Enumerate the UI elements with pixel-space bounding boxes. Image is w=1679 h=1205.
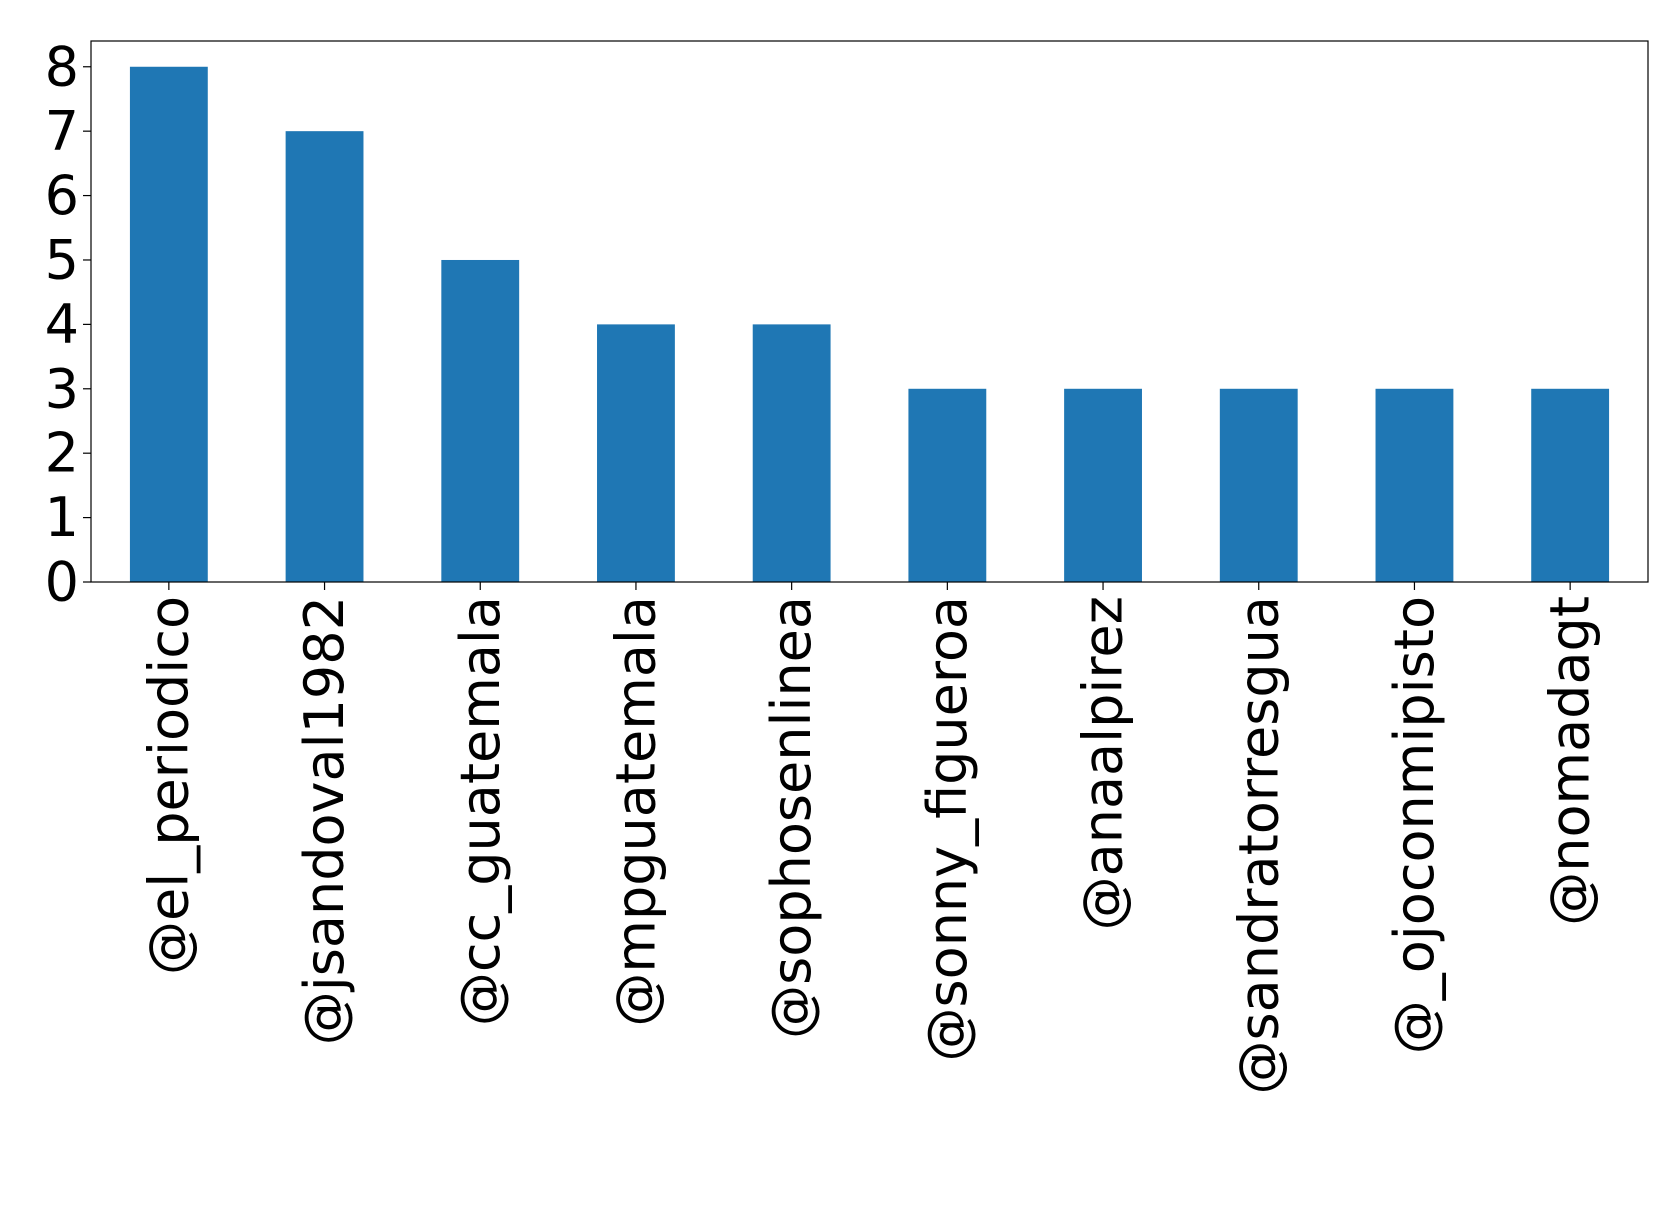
x-tick-label: @cc_guatemala [449,596,512,1026]
bar [1531,388,1610,582]
x-tick-label: @sophosenlinea [760,596,823,1039]
plot-frame [90,40,1649,583]
x-tick-label: @_ojoconmipisto [1383,596,1446,1054]
bar [285,131,364,582]
x-tick-label: @anaalpirez [1072,596,1135,930]
bar [129,66,208,582]
bar [1375,388,1454,582]
y-tick-label: 3 [45,357,79,420]
y-tick-label: 5 [45,228,79,291]
y-tick-label: 7 [45,100,79,163]
bar [1064,388,1142,582]
x-tick-label: @sandratorresgua [1227,596,1290,1094]
x-tick-label: @sonny_figueroa [916,596,979,1061]
y-tick-label: 8 [45,35,79,98]
y-tick-label: 1 [45,486,79,549]
bar [752,324,831,582]
bar [597,324,675,582]
y-tick-label: 6 [45,164,79,227]
y-tick-label: 0 [45,551,79,614]
x-tick-label: @nomadagt [1539,596,1602,926]
bar [908,388,987,582]
y-tick-label: 2 [45,422,79,485]
x-tick-label: @jsandoval1982 [293,596,356,1045]
y-tick-label: 4 [45,293,79,356]
bar [1219,388,1298,582]
bar [441,259,520,582]
x-tick-label: @el_periodico [137,596,200,975]
x-tick-label: @mpguatemala [604,596,667,1027]
